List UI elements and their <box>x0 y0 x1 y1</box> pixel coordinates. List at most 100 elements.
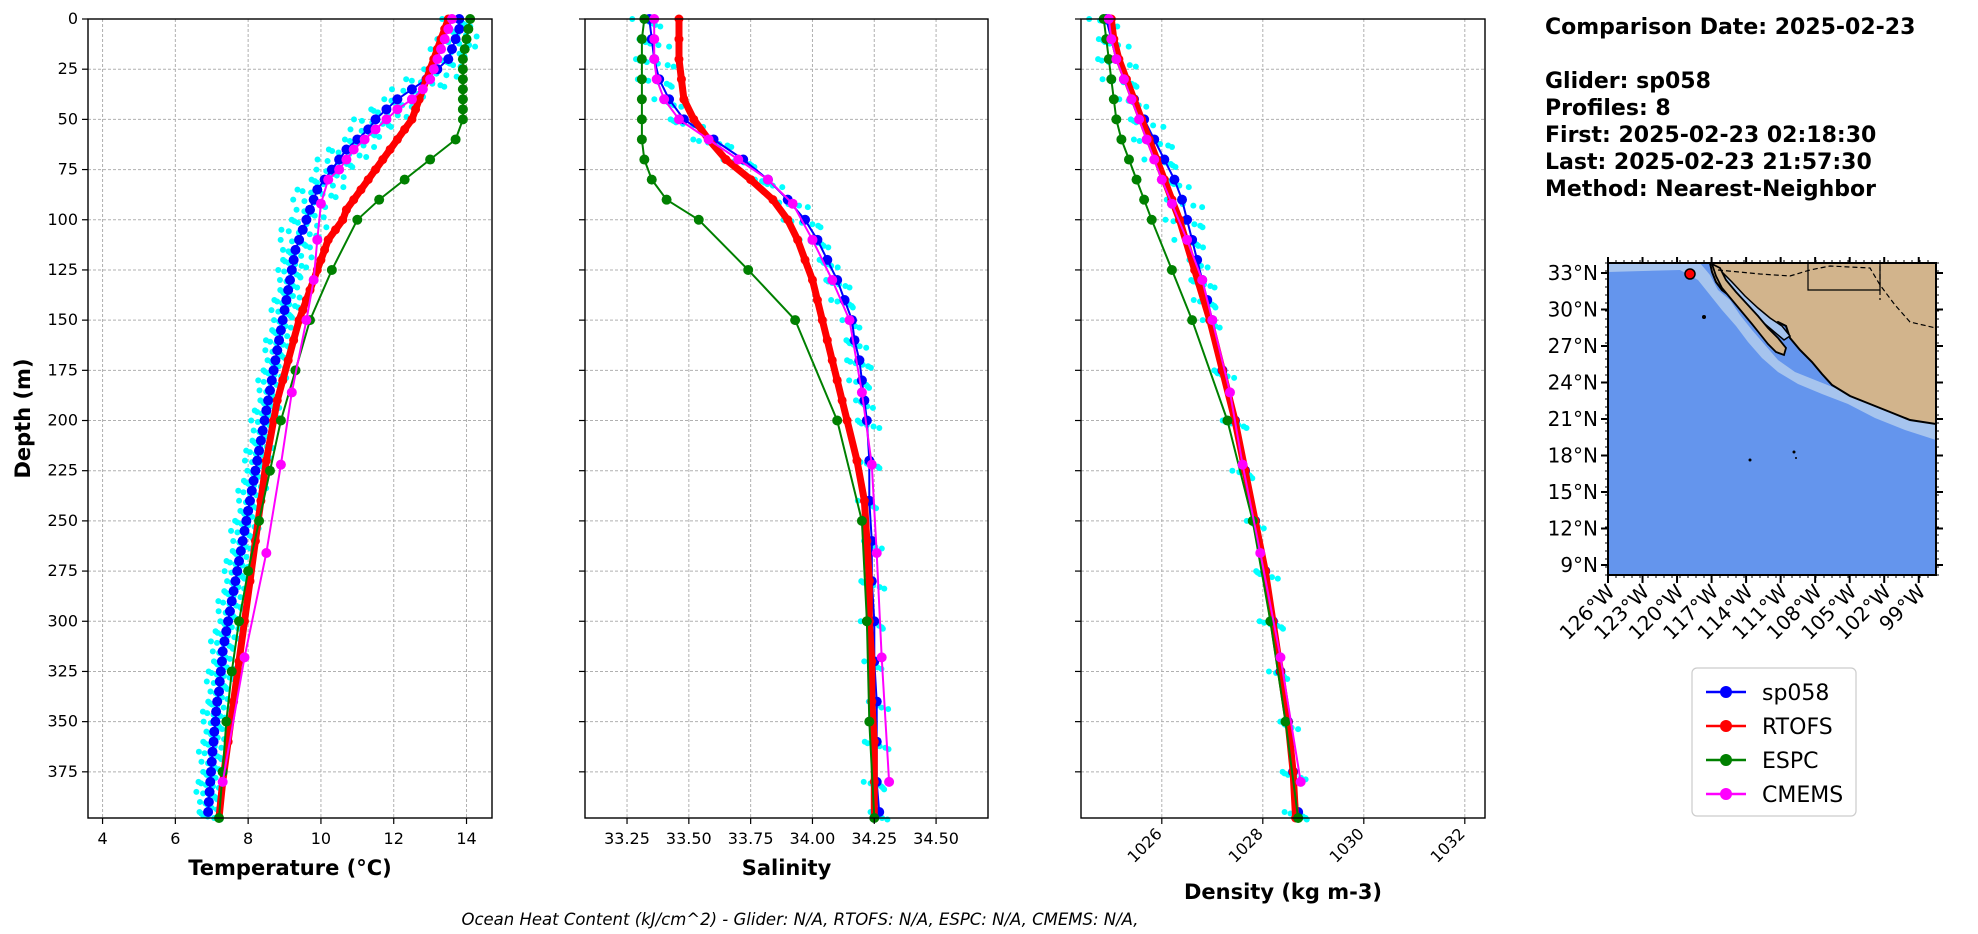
glider-profile-point <box>308 254 315 261</box>
data-point-sp058 <box>446 44 457 55</box>
glider-profile-point <box>427 46 434 53</box>
data-point-cmems <box>432 54 443 65</box>
data-point-espc <box>636 94 647 105</box>
x-tick-label: 33.25 <box>604 829 650 848</box>
glider-profile-point <box>1231 374 1238 381</box>
series-line-cmems <box>221 18 453 783</box>
data-point-sp058 <box>274 335 285 346</box>
data-point-espc <box>1123 154 1134 165</box>
series-line-cmems <box>1107 18 1302 783</box>
data-point-rtofs <box>414 94 424 104</box>
x-tick-label: 6 <box>170 829 180 848</box>
data-point-sp058 <box>221 626 232 637</box>
glider-profile-point <box>1229 467 1236 474</box>
glider-profile-point <box>1284 675 1291 682</box>
island-marker <box>1792 450 1796 454</box>
data-point-sp058 <box>326 164 337 175</box>
glider-profile-point <box>285 228 292 235</box>
data-point-cmems <box>1118 74 1129 85</box>
method: Method: Nearest-Neighbor <box>1545 177 1876 202</box>
data-point-cmems <box>286 387 297 398</box>
data-point-cmems <box>1275 652 1286 663</box>
glider-profile-point <box>196 798 203 805</box>
data-point-espc <box>743 264 754 275</box>
data-point-espc <box>646 174 657 185</box>
glider-profile-point <box>860 778 867 785</box>
x-tick-label: 8 <box>243 829 253 848</box>
data-point-rtofs <box>261 456 271 466</box>
legend: sp058 RTOFS ESPC CMEMS <box>1691 667 1857 817</box>
data-point-espc <box>1222 415 1233 426</box>
glider-profile-point <box>226 655 233 662</box>
glider-profile-point <box>1157 140 1164 147</box>
glider-profile-point <box>1099 76 1106 83</box>
data-point-sp058 <box>255 435 266 446</box>
temperature-panel: 4 6 8 10 12 14 0 25 50 75 100 125 150 175 200 225 250 275… <box>11 9 493 880</box>
data-point-rtofs <box>768 195 778 205</box>
glider-profile-point <box>236 497 243 504</box>
glider-profile-point <box>668 83 675 90</box>
mainland-area <box>1708 263 1936 426</box>
data-point-sp058 <box>237 535 248 546</box>
data-point-cmems <box>1224 387 1235 398</box>
glider-profile-point <box>298 252 305 259</box>
glider-profile-point <box>313 166 320 173</box>
glider-profile-point <box>290 196 297 203</box>
data-point-cmems <box>406 94 417 105</box>
glider-profile-point <box>1191 221 1198 228</box>
data-point-espc <box>226 666 237 677</box>
data-point-rtofs <box>679 94 689 104</box>
data-point-rtofs <box>864 576 874 586</box>
data-point-sp058 <box>281 295 292 306</box>
data-point-sp058 <box>1169 174 1180 185</box>
x-tick-label: 4 <box>97 829 107 848</box>
data-point-cmems <box>1295 776 1306 787</box>
glider-profile-point <box>1162 216 1169 223</box>
data-point-rtofs <box>371 165 381 175</box>
glider-profile-point <box>250 427 257 434</box>
data-point-cmems <box>807 234 818 245</box>
data-point-sp058 <box>283 285 294 296</box>
data-point-espc <box>636 134 647 145</box>
data-point-espc <box>399 174 410 185</box>
x-axis-label: Density (kg m-3) <box>1184 880 1382 904</box>
data-point-rtofs <box>676 74 686 84</box>
glider-profile-point <box>268 307 275 314</box>
glider-profile-point <box>876 425 883 432</box>
data-point-sp058 <box>1177 194 1187 205</box>
glider-profile-point <box>311 212 318 219</box>
glider-profile-point <box>863 344 870 351</box>
glider-profile-point <box>864 740 871 747</box>
data-point-cmems <box>1106 34 1117 45</box>
y-tick-label: 275 <box>47 561 78 580</box>
glider-profile-point <box>1212 304 1219 311</box>
glider-profile-point <box>1133 83 1140 90</box>
first-time: First: 2025-02-23 02:18:30 <box>1545 123 1877 148</box>
data-point-espc <box>264 465 275 476</box>
data-point-rtofs <box>822 335 832 345</box>
data-point-espc <box>636 114 647 125</box>
glider-profile-point <box>1126 62 1133 69</box>
glider-profile-point <box>271 317 278 324</box>
data-point-cmems <box>1126 94 1137 105</box>
glider-profile-point <box>885 706 892 713</box>
legend-marker <box>1720 686 1732 698</box>
glider-profile-point <box>277 236 284 243</box>
glider-profile-point <box>670 63 677 70</box>
x-tick-label: 1030 <box>1326 824 1368 866</box>
legend-marker <box>1720 754 1732 766</box>
data-point-sp058 <box>352 134 363 145</box>
glider-profile-point <box>297 274 304 281</box>
glider-profile-point <box>852 397 859 404</box>
x-tick-label: 1026 <box>1124 824 1166 866</box>
x-tick-label: 1028 <box>1225 824 1267 866</box>
data-point-cmems <box>315 198 326 209</box>
glider-profile-point <box>728 143 735 150</box>
x-tick-label: 10 <box>311 829 331 848</box>
glider-profile-point <box>329 182 336 189</box>
data-point-espc <box>661 194 672 205</box>
axes-frame <box>584 18 989 819</box>
glider-profile-point <box>866 384 873 391</box>
y-tick-label: 100 <box>47 210 78 229</box>
glider-profile-point <box>443 72 450 79</box>
